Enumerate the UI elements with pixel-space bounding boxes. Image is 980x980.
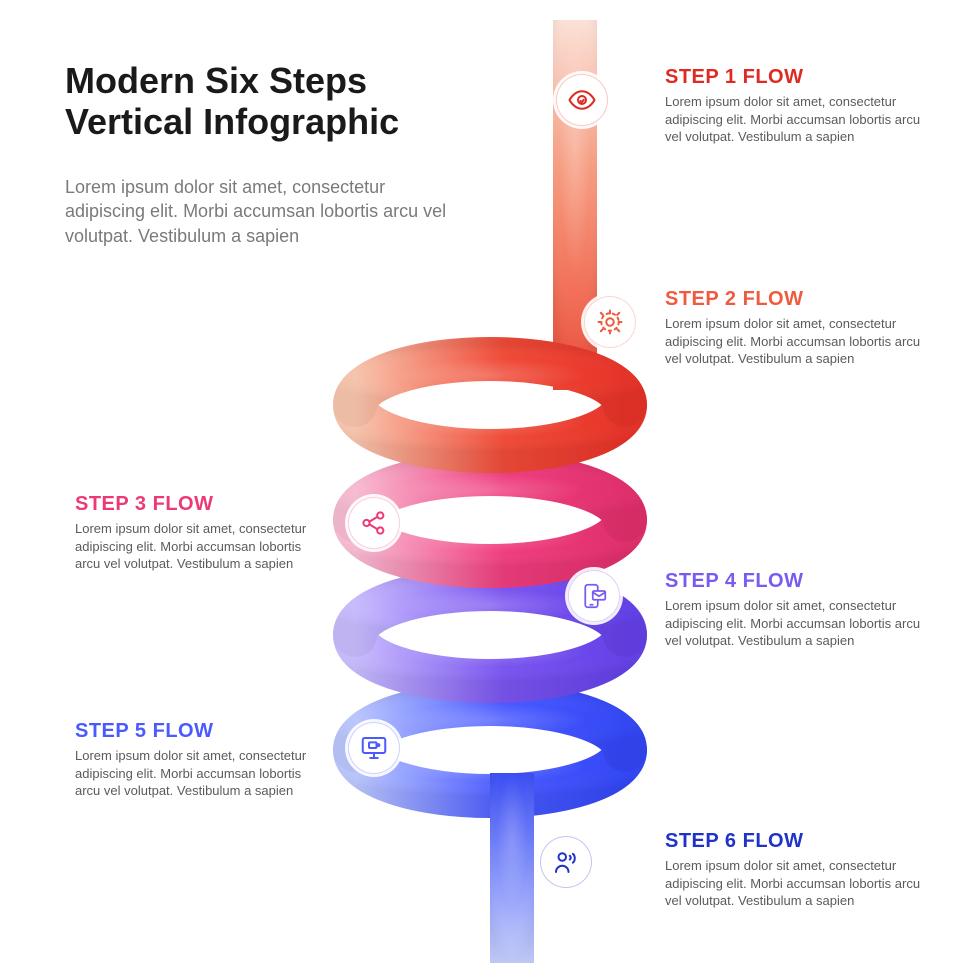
speaker-icon: [551, 847, 581, 877]
step-6-badge: [540, 836, 592, 888]
step-4-desc: Lorem ipsum dolor sit amet, consectetur …: [665, 597, 925, 650]
step-2-title: STEP 2 FLOW: [665, 288, 925, 311]
page-subtitle: Lorem ipsum dolor sit amet, consectetur …: [65, 175, 465, 248]
step-1: STEP 1 FLOW Lorem ipsum dolor sit amet, …: [665, 66, 925, 146]
step-2-badge: [584, 296, 636, 348]
step-5-badge: [348, 722, 400, 774]
step-1-badge: [556, 74, 608, 126]
step-2-desc: Lorem ipsum dolor sit amet, consectetur …: [665, 315, 925, 368]
infographic-canvas: Modern Six Steps Vertical Infographic Lo…: [0, 0, 980, 980]
step-3-badge: [348, 497, 400, 549]
eye-icon: [567, 85, 597, 115]
step-5-desc: Lorem ipsum dolor sit amet, consectetur …: [75, 747, 325, 800]
step-6-desc: Lorem ipsum dolor sit amet, consectetur …: [665, 857, 925, 910]
step-6-title: STEP 6 FLOW: [665, 830, 925, 853]
step-1-desc: Lorem ipsum dolor sit amet, consectetur …: [665, 93, 925, 146]
step-2: STEP 2 FLOW Lorem ipsum dolor sit amet, …: [665, 288, 925, 368]
step-3: STEP 3 FLOW Lorem ipsum dolor sit amet, …: [75, 493, 325, 573]
step-3-title: STEP 3 FLOW: [75, 493, 325, 516]
step-5: STEP 5 FLOW Lorem ipsum dolor sit amet, …: [75, 720, 325, 800]
step-5-title: STEP 5 FLOW: [75, 720, 325, 743]
step-4-title: STEP 4 FLOW: [665, 570, 925, 593]
step-4: STEP 4 FLOW Lorem ipsum dolor sit amet, …: [665, 570, 925, 650]
page-title: Modern Six Steps Vertical Infographic: [65, 60, 399, 143]
step-1-title: STEP 1 FLOW: [665, 66, 925, 89]
step-4-badge: [568, 570, 620, 622]
gear-icon: [595, 307, 625, 337]
monitor-icon: [359, 733, 389, 763]
step-6: STEP 6 FLOW Lorem ipsum dolor sit amet, …: [665, 830, 925, 910]
share-icon: [359, 508, 389, 538]
mail-phone-icon: [579, 581, 609, 611]
step-3-desc: Lorem ipsum dolor sit amet, consectetur …: [75, 520, 325, 573]
